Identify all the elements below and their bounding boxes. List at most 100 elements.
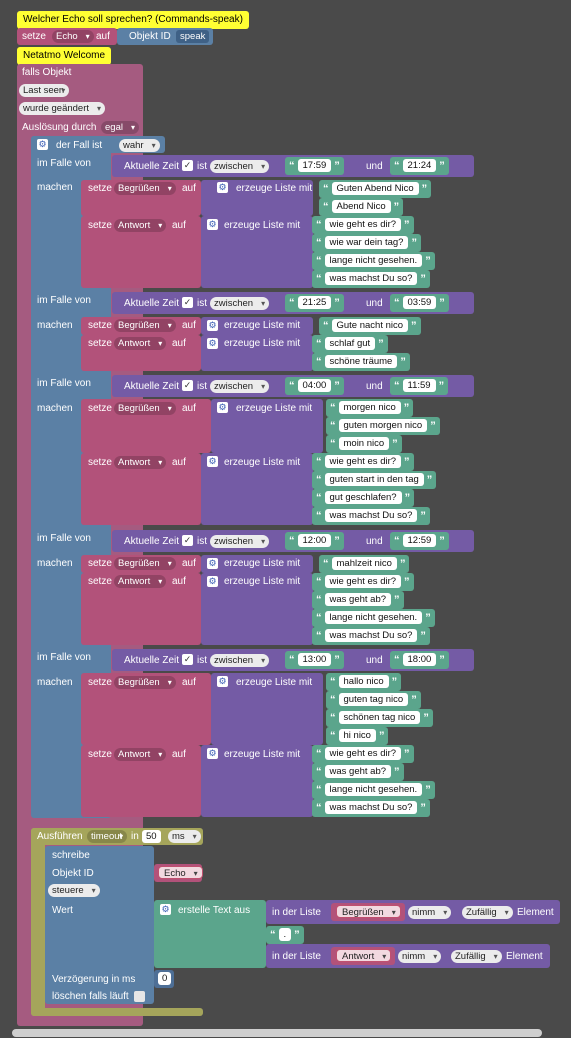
echo-var-dropdown[interactable]: Echo xyxy=(158,866,203,880)
list-text-item[interactable]: “was machst Du so?” xyxy=(312,627,430,645)
list-text-item[interactable]: “mahlzeit nico” xyxy=(319,555,410,573)
antwort-var-dropdown[interactable]: Antwort xyxy=(114,219,167,232)
list-text-item[interactable]: “guten tag nico” xyxy=(326,691,421,709)
create-list-block[interactable] xyxy=(201,335,313,371)
time-to[interactable]: “18:00” xyxy=(390,651,449,669)
create-text-block[interactable] xyxy=(154,900,266,968)
list-text-item[interactable]: “morgen nico” xyxy=(326,399,414,417)
antwort-var-dropdown[interactable]: Antwort xyxy=(114,748,167,761)
time-from[interactable]: “17:59” xyxy=(285,157,344,175)
time-from[interactable]: “21:25” xyxy=(285,294,344,312)
list-text-item[interactable]: “lange nicht gesehen.” xyxy=(312,609,435,627)
timeout-name-field[interactable]: timeout xyxy=(87,830,128,843)
begruessen-var-dropdown[interactable]: Begrüßen xyxy=(114,402,176,415)
echo-var-dropdown[interactable]: Echo xyxy=(52,30,94,43)
time-to[interactable]: “03:59” xyxy=(390,294,449,312)
checkbox-icon[interactable]: ✓ xyxy=(182,654,193,665)
nimm-dropdown[interactable]: nimm xyxy=(408,906,452,919)
list-text-item[interactable]: “lange nicht gesehen.” xyxy=(312,252,435,270)
list-text-item[interactable]: “was geht ab?” xyxy=(312,591,404,609)
list-text-item[interactable]: “gut geschlafen?” xyxy=(312,489,415,507)
list-text-item[interactable]: “Abend Nico” xyxy=(319,198,404,216)
ausloesung-dropdown[interactable]: egal xyxy=(101,121,139,134)
checkbox-icon[interactable]: ✓ xyxy=(182,160,193,171)
list-text-item[interactable]: “was geht ab?” xyxy=(312,763,404,781)
gear-icon[interactable]: ⚙ xyxy=(207,456,218,467)
gear-icon[interactable]: ⚙ xyxy=(207,576,218,587)
antwort-var-dropdown[interactable]: Antwort xyxy=(114,456,167,469)
begruessen-var-dropdown[interactable]: Begrüßen xyxy=(114,557,176,570)
gear-icon[interactable]: ⚙ xyxy=(217,402,228,413)
zwischen-dropdown[interactable]: zwischen xyxy=(210,654,270,667)
time-from[interactable]: “12:00” xyxy=(285,532,344,550)
time-to[interactable]: “21:24” xyxy=(390,157,449,175)
zwischen-dropdown[interactable]: zwischen xyxy=(210,297,270,310)
list-text-item[interactable]: “schönen tag nico” xyxy=(326,709,433,727)
gear-icon[interactable]: ⚙ xyxy=(207,748,218,759)
change-type-dropdown[interactable]: wurde geändert xyxy=(19,102,106,115)
list-text-item[interactable]: “wie geht es dir?” xyxy=(312,745,414,763)
list-text-item[interactable]: “guten start in den tag” xyxy=(312,471,437,489)
list-text-item[interactable]: “schlaf gut” xyxy=(312,335,388,353)
list-text-item[interactable]: “was machst Du so?” xyxy=(312,799,430,817)
create-list-block[interactable] xyxy=(201,317,313,335)
horizontal-scrollbar[interactable] xyxy=(12,1029,542,1037)
list-text-item[interactable]: “guten morgen nico” xyxy=(326,417,440,435)
gear-icon[interactable]: ⚙ xyxy=(217,182,228,193)
time-to[interactable]: “11:59” xyxy=(390,377,449,395)
gear-icon[interactable]: ⚙ xyxy=(207,320,218,331)
time-from[interactable]: “13:00” xyxy=(285,651,344,669)
time-to[interactable]: “12:59” xyxy=(390,532,449,550)
create-list-block[interactable] xyxy=(211,399,323,453)
list-text-item[interactable]: “was machst Du so?” xyxy=(312,507,430,525)
list-text-item[interactable]: “wie geht es dir?” xyxy=(312,216,414,234)
timeout-value-input[interactable]: 50 xyxy=(142,830,161,843)
steuere-dropdown[interactable]: steuere xyxy=(48,884,100,897)
begruessen-var-dropdown[interactable]: Begrüßen xyxy=(114,319,176,332)
zwischen-dropdown[interactable]: zwischen xyxy=(210,380,270,393)
write-block[interactable] xyxy=(45,846,154,1004)
create-list-block[interactable] xyxy=(201,453,313,525)
list-text-item[interactable]: “wie war dein tag?” xyxy=(312,234,421,252)
checkbox-icon[interactable]: ✓ xyxy=(182,297,193,308)
begruessen-var-dropdown[interactable]: Begrüßen xyxy=(336,905,401,919)
create-list-block[interactable] xyxy=(201,555,313,573)
timeout-block[interactable] xyxy=(31,828,45,1016)
list-text-item[interactable]: “Gute nacht nico” xyxy=(319,317,421,335)
list-text-item[interactable]: “Guten Abend Nico” xyxy=(319,180,432,198)
list-text-item[interactable]: “moin nico” xyxy=(326,435,402,453)
list-text-item[interactable]: “wie geht es dir?” xyxy=(312,573,414,591)
list-text-item[interactable]: “hallo nico” xyxy=(326,673,402,691)
gear-icon[interactable]: ⚙ xyxy=(160,904,171,915)
antwort-var-dropdown[interactable]: Antwort xyxy=(114,337,167,350)
wahr-dropdown[interactable]: wahr xyxy=(119,139,160,152)
objekt-id-value[interactable]: speak xyxy=(176,30,210,43)
nimm-dropdown[interactable]: nimm xyxy=(398,950,442,963)
time-from[interactable]: “04:00” xyxy=(285,377,344,395)
zufaellig-dropdown[interactable]: Zufällig xyxy=(462,906,513,919)
list-text-item[interactable]: “was machst Du so?” xyxy=(312,270,430,288)
create-list-block[interactable] xyxy=(201,745,313,817)
list-text-item[interactable]: “hi nico” xyxy=(326,727,389,745)
zufaellig-dropdown[interactable]: Zufällig xyxy=(451,950,502,963)
comment-commands-speak[interactable]: Welcher Echo soll sprechen? (Commands-sp… xyxy=(17,11,249,29)
begruessen-var-dropdown[interactable]: Begrüßen xyxy=(114,676,176,689)
list-text-item[interactable]: “wie geht es dir?” xyxy=(312,453,414,471)
last-seen-object[interactable]: Last seen xyxy=(19,84,70,97)
checkbox-icon[interactable]: ✓ xyxy=(182,535,193,546)
gear-icon[interactable]: ⚙ xyxy=(207,219,218,230)
list-text-item[interactable]: “schöne träume” xyxy=(312,353,410,371)
zwischen-dropdown[interactable]: zwischen xyxy=(210,535,270,548)
checkbox-icon[interactable] xyxy=(134,991,145,1002)
create-list-block[interactable] xyxy=(201,216,313,288)
gear-icon[interactable]: ⚙ xyxy=(207,338,218,349)
comment-netatmo[interactable]: Netatmo Welcome xyxy=(17,47,112,65)
gear-icon[interactable]: ⚙ xyxy=(207,558,218,569)
begruessen-var-dropdown[interactable]: Begrüßen xyxy=(114,182,176,195)
zwischen-dropdown[interactable]: zwischen xyxy=(210,160,270,173)
list-text-item[interactable]: “lange nicht gesehen.” xyxy=(312,781,435,799)
timeout-unit-dropdown[interactable]: ms xyxy=(168,830,201,843)
separator-text[interactable]: “. ” xyxy=(266,926,304,944)
verzoegerung-input[interactable]: 0 xyxy=(158,972,172,985)
create-list-block[interactable] xyxy=(211,673,323,745)
